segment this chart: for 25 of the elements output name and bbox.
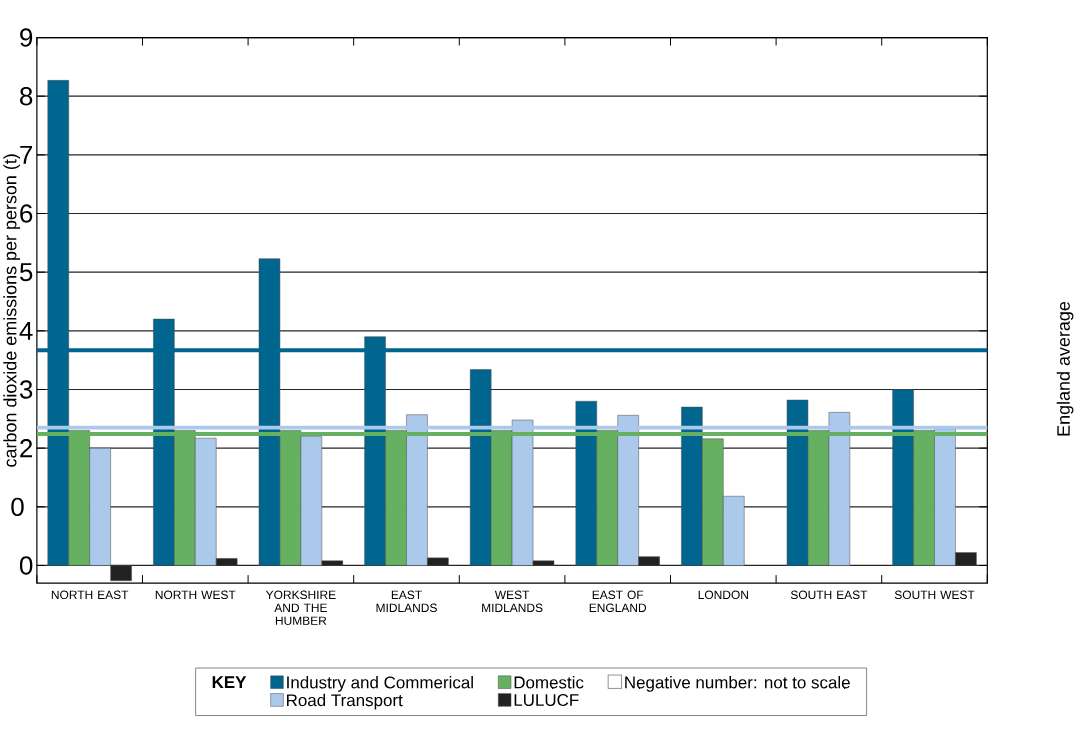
x-tick-label: EAST OF ENGLAND (589, 590, 647, 613)
x-tick-label: YORKSHIRE AND THE HUMBER (265, 590, 336, 625)
y-tick-label: 6 (20, 204, 33, 223)
x-tick-label: EAST MIDLANDS (376, 590, 437, 613)
x-tick-label: SOUTH EAST (790, 590, 868, 600)
y-tick-label: 7 (20, 145, 33, 164)
legend-label: Domestic (514, 676, 584, 689)
legend-title: KEY (212, 676, 247, 688)
y-tick-label: 5 (19, 263, 33, 282)
y-tick-label: 4 (19, 321, 33, 340)
x-tick-label: LONDON (698, 590, 748, 600)
y-tick-label: 9 (20, 28, 33, 47)
legend-label: Industry and Commerical (287, 676, 473, 692)
x-tick-label: NORTH WEST (155, 590, 236, 600)
legend-label: LULUCF (514, 694, 579, 707)
y-tick-label: 0 (19, 556, 33, 575)
text: Negative number: not to scale (625, 676, 850, 692)
x-tick-label: WEST MIDLANDS (482, 590, 543, 613)
text: England average (1056, 301, 1074, 436)
y-tick-label: 8 (20, 87, 33, 106)
x-tick-label: SOUTH WEST (894, 590, 975, 600)
y-tick-label: 2 (20, 439, 33, 458)
x-tick-label: NORTH EAST (51, 590, 129, 600)
legend-label: Road Transport (287, 693, 403, 710)
y-tick-label: 3 (19, 380, 33, 399)
